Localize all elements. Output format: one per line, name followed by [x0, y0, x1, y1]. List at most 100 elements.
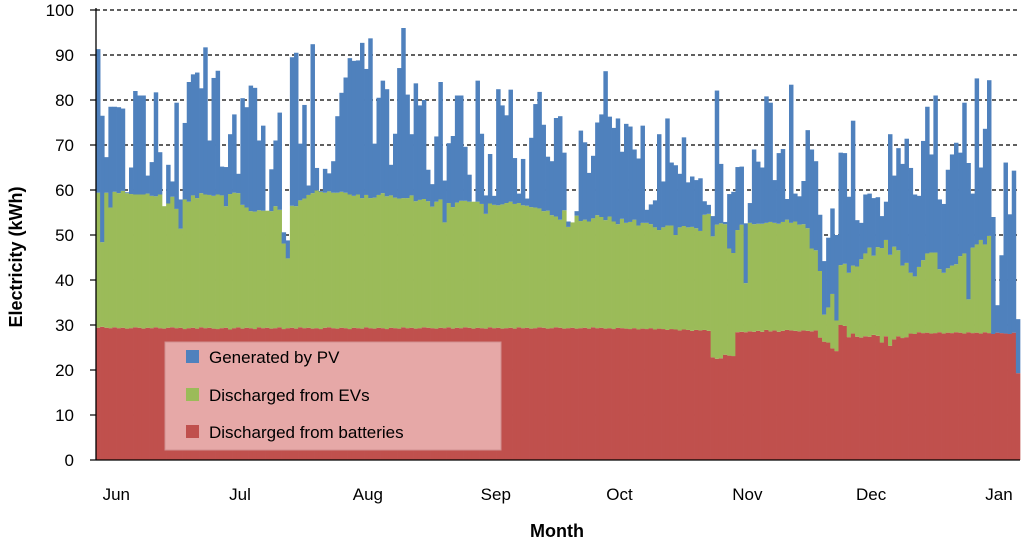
bar-segment-series-0: [619, 328, 625, 460]
bar-segment-series-1: [252, 211, 258, 330]
bar-segment-series-0: [805, 330, 810, 460]
bar-segment-series-0: [541, 327, 546, 460]
bar-segment-series-0: [628, 329, 633, 460]
bar-segment-series-2: [261, 125, 266, 211]
bar-segment-series-2: [434, 136, 439, 202]
bar-segment-series-0: [772, 330, 777, 460]
bar-segment-series-0: [710, 357, 716, 460]
bar-segment-series-1: [949, 265, 955, 334]
bar-segment-series-1: [289, 205, 295, 328]
bar-segment-series-2: [698, 178, 703, 231]
bar-segment-series-0: [780, 330, 786, 460]
bar-segment-series-1: [541, 211, 546, 328]
bar-segment-series-1: [817, 271, 823, 338]
bar-segment-series-2: [467, 174, 472, 202]
bar-segment-series-1: [533, 207, 538, 329]
bar-segment-series-0: [830, 348, 835, 460]
bar-segment-series-2: [855, 220, 860, 267]
bar-segment-series-1: [261, 210, 266, 329]
bar-segment-series-1: [294, 206, 299, 329]
bar-segment-series-1: [265, 210, 270, 328]
bar-segment-series-2: [756, 161, 761, 224]
bar-segment-series-1: [203, 194, 208, 329]
bar-segment-series-2: [661, 181, 666, 228]
bar-segment-series-2: [442, 180, 447, 223]
bar-segment-series-0: [863, 336, 868, 460]
bar-segment-series-0: [153, 327, 159, 460]
bar-segment-series-2: [809, 149, 815, 249]
x-tick-label: Nov: [732, 485, 763, 504]
bar-segment-series-1: [871, 255, 876, 335]
y-tick-label: 60: [55, 181, 74, 200]
bar-segment-series-1: [430, 206, 435, 329]
bar-segment-series-1: [888, 254, 893, 346]
bar-segment-series-2: [941, 203, 947, 273]
bar-segment-series-1: [178, 228, 183, 328]
bar-segment-series-1: [793, 221, 798, 331]
bar-segment-series-1: [945, 268, 951, 333]
bar-segment-series-1: [875, 247, 881, 336]
bar-segment-series-2: [710, 216, 716, 237]
bar-segment-series-0: [665, 329, 670, 460]
bar-segment-series-1: [207, 194, 212, 328]
bar-segment-series-0: [615, 327, 621, 460]
bar-segment-series-1: [355, 194, 361, 329]
bar-segment-series-1: [954, 264, 959, 333]
bar-segment-series-1: [446, 203, 452, 328]
bar-segment-series-0: [595, 328, 600, 460]
y-tick-label: 70: [55, 136, 74, 155]
legend: Generated by PV Discharged from EVs Disc…: [164, 341, 502, 451]
bar-segment-series-2: [780, 149, 786, 222]
bar-segment-series-0: [516, 327, 522, 460]
bar-segment-series-1: [937, 269, 942, 333]
x-tick-label: Jan: [985, 485, 1012, 504]
bar-segment-series-0: [562, 328, 567, 460]
bar-segment-series-1: [347, 194, 353, 330]
bar-segment-series-2: [718, 163, 724, 224]
bar-segment-series-0: [1015, 373, 1021, 460]
bar-segment-series-2: [339, 92, 344, 192]
bar-segment-series-0: [574, 328, 579, 460]
bar-segment-series-1: [120, 190, 126, 328]
bar-segment-series-1: [661, 227, 666, 330]
bar-segment-series-1: [124, 193, 130, 329]
bar-segment-series-1: [735, 230, 740, 333]
bar-segment-series-1: [310, 193, 315, 329]
bar-segment-series-2: [384, 89, 390, 197]
bar-segment-series-0: [958, 332, 963, 460]
bar-segment-series-0: [611, 329, 617, 460]
bar-segment-series-1: [859, 259, 864, 338]
bar-segment-series-0: [96, 327, 101, 460]
bar-segment-series-2: [508, 89, 513, 202]
bar-segment-series-1: [450, 207, 456, 329]
bar-segment-series-0: [648, 328, 654, 460]
bar-segment-series-0: [970, 333, 975, 460]
bar-segment-series-1: [677, 227, 683, 331]
bar-segment-series-2: [582, 142, 588, 220]
bar-segment-series-1: [215, 194, 221, 330]
bar-segment-series-0: [1003, 333, 1008, 460]
bar-segment-series-2: [112, 106, 117, 192]
bar-segment-series-0: [137, 327, 142, 460]
bar-segment-series-2: [954, 142, 959, 265]
bar-segment-series-1: [426, 201, 431, 328]
bar-segment-series-0: [673, 329, 678, 460]
bar-segment-series-2: [970, 193, 975, 248]
bar-segment-series-2: [929, 154, 934, 253]
bar-segment-series-0: [504, 328, 509, 460]
bar-segment-series-0: [945, 332, 951, 460]
bar-segment-series-0: [888, 345, 893, 460]
bar-segment-series-1: [269, 211, 274, 329]
bar-segment-series-1: [822, 314, 827, 342]
bar-segment-series-2: [475, 80, 480, 202]
bar-segment-series-2: [619, 151, 625, 219]
bar-segment-series-2: [157, 152, 163, 195]
bar-segment-series-0: [892, 339, 897, 460]
bar-segment-series-0: [784, 329, 790, 460]
bar-segment-series-2: [525, 198, 530, 206]
bar-segment-series-0: [883, 336, 889, 460]
bar-segment-series-1: [145, 193, 150, 328]
bar-segment-series-0: [104, 327, 109, 460]
bar-segment-series-0: [112, 327, 117, 460]
bar-segment-series-0: [949, 333, 955, 460]
